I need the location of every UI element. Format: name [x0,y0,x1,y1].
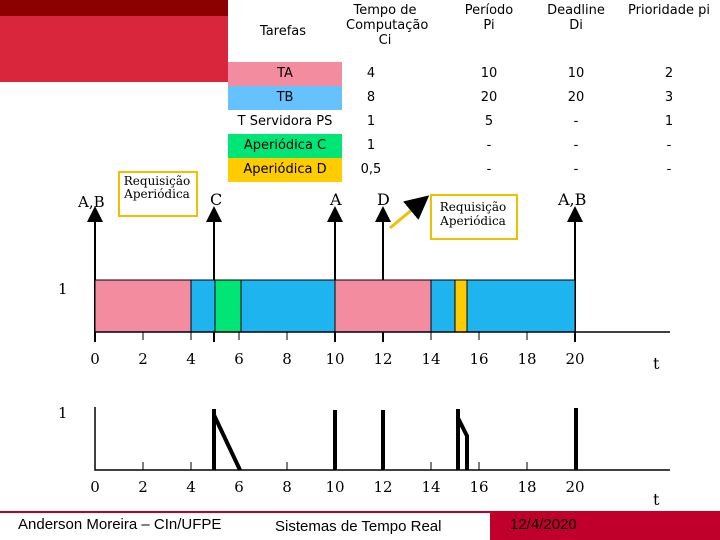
table-row-bg [228,62,342,86]
capacity-drop-c [212,409,242,471]
date-bg [490,513,720,540]
table-cell-task: T Servidora PS [237,114,333,129]
axis-1-tick-label: 16 [469,350,489,368]
axis-2-tick-label: 14 [421,478,441,496]
table-cell-pi: 20 [480,90,498,105]
table-cell-di: - [573,138,579,153]
request-box-left [118,171,198,217]
axis-1-tick-label: 18 [517,350,537,368]
bar-ta-2 [334,279,432,333]
brand-block [0,16,228,82]
table-cell-di: - [573,114,579,129]
bar-d [454,279,468,333]
time-label-2: t [653,490,660,509]
axis-1-tick-label: 2 [138,350,148,368]
axis-1-tick-label: 0 [90,350,100,368]
table-cell-prio: 2 [664,66,674,81]
table-cell-di: 20 [567,90,585,105]
axis-2-tick-label: 12 [373,478,393,496]
table-cell-di: - [573,162,579,177]
axis-2-tick-label: 4 [186,478,196,496]
table-cell-task: Aperiódica D [243,162,327,177]
table-cell-ci: 1 [366,114,376,129]
request-box-right [430,194,518,240]
axis-2-tick-label: 0 [90,478,100,496]
server-capacity-line [94,407,670,471]
table-cell-task: Aperiódica C [243,138,327,153]
label-ab-right: A,B [558,190,587,209]
footer-date: 12/4/2020 [510,516,577,533]
table-row-bg [228,158,342,182]
table-cell-di: 10 [567,66,585,81]
table-cell-prio: - [666,138,672,153]
table-row-bg [228,110,342,134]
footer-author: Anderson Moreira – CIn/UFPE [18,516,222,533]
table-row-bg [228,134,342,158]
axis-2-tick-label: 6 [234,478,244,496]
axis-2-tick-label: 16 [469,478,489,496]
request-label-right: Requisição Aperiódica [439,200,507,228]
table-cell-task: TA [277,66,293,81]
table-cell-task: TB [276,90,294,105]
capacity-drop-d [456,409,469,470]
label-a: A [330,190,342,209]
header-deadline: Deadline Di [547,3,605,33]
table-cell-pi: 10 [480,66,498,81]
table-cell-ci: 0,5 [360,162,382,177]
row-label-2: 1 [58,404,68,422]
table-cell-pi: - [486,138,492,153]
axis-1-tick-label: 10 [325,350,345,368]
footer-line [0,511,720,513]
table-cell-prio: 1 [664,114,674,129]
request-label-left: Requisição Aperiódica [123,174,191,201]
bar-c [214,279,242,333]
bar-tb-2 [240,279,336,333]
bar-ta [94,279,192,333]
header-priority: Prioridade pi [628,3,710,18]
bar-tb-3 [430,279,456,333]
header-period: Período Pi [464,3,514,33]
table-cell-pi: - [486,162,492,177]
axis-1-tick-label: 14 [421,350,441,368]
axis-2-tick-label: 8 [282,478,292,496]
row-label-1: 1 [58,280,68,298]
request-pointer [389,195,430,230]
axis-1-tick-label: 20 [565,350,585,368]
header-computation: Tempo de Computação Ci [346,3,429,48]
table-cell-ci: 4 [366,66,376,81]
table-cell-ci: 1 [366,138,376,153]
table-cell-prio: - [666,162,672,177]
table-cell-pi: 5 [484,114,494,129]
axis-2-tick-label: 20 [565,478,585,496]
axis-2-tick-label: 2 [138,478,148,496]
brand-top-bar [0,0,228,16]
label-d: D [377,190,390,209]
bar-tb-1 [190,279,216,333]
axis-2-ticks [142,462,528,470]
bar-tb-4 [466,279,576,333]
axis-1-tick-label: 4 [186,350,196,368]
table-cell-prio: 3 [664,90,674,105]
axis-2-tick-label: 18 [517,478,537,496]
axis-1-tick-label: 6 [234,350,244,368]
label-c: C [210,190,223,209]
axis-1-tick-label: 12 [373,350,393,368]
table-cell-ci: 8 [366,90,376,105]
time-label-1: t [653,354,660,373]
axis-1-ticks [94,332,576,340]
footer-course: Sistemas de Tempo Real [275,518,442,535]
table-row-bg [228,86,342,110]
header-tasks: Tarefas [259,24,307,39]
axis-2-tick-label: 10 [325,478,345,496]
axis-1-tick-label: 8 [282,350,292,368]
